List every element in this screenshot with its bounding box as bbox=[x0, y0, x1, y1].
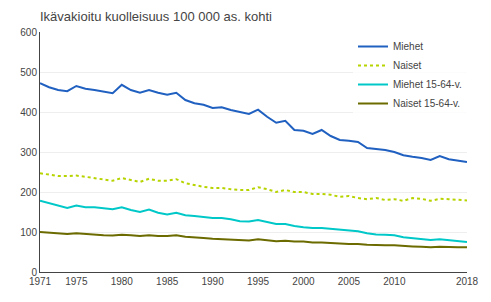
svg-text:1985: 1985 bbox=[156, 276, 179, 287]
svg-text:400: 400 bbox=[20, 107, 37, 118]
svg-text:1971: 1971 bbox=[29, 276, 52, 287]
svg-text:0: 0 bbox=[31, 267, 37, 278]
svg-text:2018: 2018 bbox=[456, 276, 479, 287]
svg-text:1990: 1990 bbox=[201, 276, 224, 287]
svg-text:2000: 2000 bbox=[292, 276, 315, 287]
svg-text:300: 300 bbox=[20, 147, 37, 158]
svg-text:200: 200 bbox=[20, 187, 37, 198]
svg-text:2005: 2005 bbox=[338, 276, 361, 287]
svg-text:500: 500 bbox=[20, 67, 37, 78]
svg-text:600: 600 bbox=[20, 27, 37, 38]
svg-text:Miehet 15-64-v.: Miehet 15-64-v. bbox=[393, 79, 462, 90]
svg-text:Naiset 15-64-v.: Naiset 15-64-v. bbox=[393, 98, 460, 109]
svg-text:1975: 1975 bbox=[65, 276, 88, 287]
svg-text:Ikävakioitu kuolleisuus 100 00: Ikävakioitu kuolleisuus 100 000 as. koht… bbox=[40, 9, 272, 24]
svg-text:1980: 1980 bbox=[111, 276, 134, 287]
svg-text:100: 100 bbox=[20, 227, 37, 238]
svg-text:Naiset: Naiset bbox=[393, 60, 422, 71]
svg-text:2010: 2010 bbox=[383, 276, 406, 287]
svg-text:1995: 1995 bbox=[247, 276, 270, 287]
svg-text:Miehet: Miehet bbox=[393, 41, 423, 52]
